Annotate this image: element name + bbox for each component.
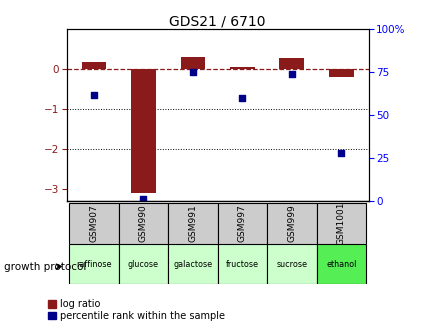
Text: GSM990: GSM990: [138, 204, 147, 242]
Bar: [328, 69, 353, 77]
Text: galactose: galactose: [173, 260, 212, 268]
Text: growth protocol: growth protocol: [4, 262, 86, 271]
Bar: [131, 69, 156, 193]
Bar: [267, 203, 316, 244]
Bar: [316, 203, 365, 244]
Title: GDS21 / 6710: GDS21 / 6710: [169, 14, 265, 28]
Bar: [180, 57, 205, 69]
Text: GSM997: GSM997: [237, 204, 246, 242]
Bar: [230, 67, 254, 69]
Bar: [279, 58, 304, 69]
Text: ethanol: ethanol: [326, 260, 356, 268]
Text: raffinose: raffinose: [76, 260, 111, 268]
Text: GSM1001: GSM1001: [336, 201, 345, 245]
Bar: [217, 244, 267, 284]
Bar: [118, 244, 168, 284]
Text: fructose: fructose: [225, 260, 258, 268]
Text: GSM907: GSM907: [89, 204, 98, 242]
Text: glucose: glucose: [128, 260, 159, 268]
Point: [90, 92, 97, 97]
Text: GSM999: GSM999: [287, 204, 296, 242]
Bar: [69, 203, 118, 244]
Point: [189, 70, 196, 75]
Text: GSM991: GSM991: [188, 204, 197, 242]
Bar: [168, 244, 217, 284]
Point: [140, 197, 147, 202]
Bar: [267, 244, 316, 284]
Bar: [316, 244, 365, 284]
Point: [288, 72, 295, 77]
Bar: [69, 244, 118, 284]
Point: [337, 150, 344, 156]
Bar: [217, 203, 267, 244]
Bar: [118, 203, 168, 244]
Bar: [168, 203, 217, 244]
Text: sucrose: sucrose: [276, 260, 307, 268]
Bar: [81, 62, 106, 69]
Point: [238, 95, 245, 101]
Legend: log ratio, percentile rank within the sample: log ratio, percentile rank within the sa…: [48, 299, 224, 321]
